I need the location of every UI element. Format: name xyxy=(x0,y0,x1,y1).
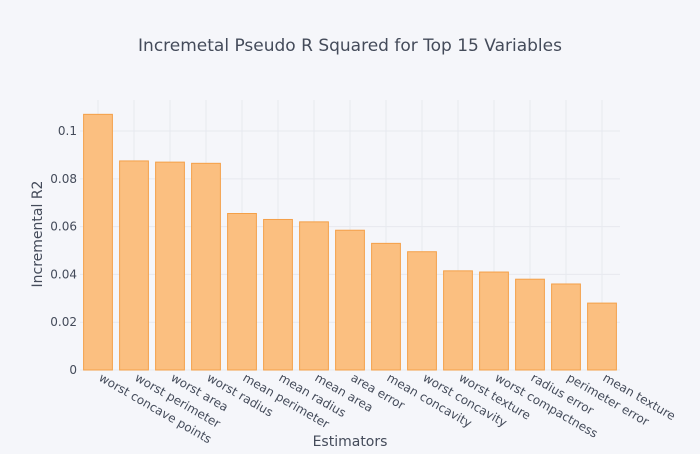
chart-title: Incremetal Pseudo R Squared for Top 15 V… xyxy=(138,36,562,56)
bar-mean-area[interactable] xyxy=(299,221,329,371)
bar-worst-perimeter[interactable] xyxy=(119,160,149,371)
y-tick-label: 0.08 xyxy=(50,172,77,186)
y-axis-ticks: 0 0.02 0.04 0.06 0.08 0.1 xyxy=(50,124,77,377)
bar-worst-concave-points[interactable] xyxy=(83,113,113,371)
bar-mean-radius[interactable] xyxy=(263,218,293,371)
bar-mean-perimeter[interactable] xyxy=(227,212,257,371)
x-axis-title: Estimators xyxy=(313,434,388,450)
bar-worst-area[interactable] xyxy=(155,161,185,371)
bar-worst-texture[interactable] xyxy=(443,270,473,371)
bar-worst-radius[interactable] xyxy=(191,162,221,371)
y-tick-label: 0.02 xyxy=(50,315,77,329)
y-tick-label: 0.06 xyxy=(50,220,77,234)
bar-mean-concavity[interactable] xyxy=(371,242,401,371)
bar-worst-concavity[interactable] xyxy=(407,251,437,371)
bar-mean-texture[interactable] xyxy=(587,302,617,371)
bar-worst-compactness[interactable] xyxy=(479,271,509,371)
bar-area-error[interactable] xyxy=(335,229,365,371)
bars xyxy=(83,113,617,371)
bar-radius-error[interactable] xyxy=(515,278,545,371)
bar-perimeter-error[interactable] xyxy=(551,283,581,371)
y-tick-label: 0.04 xyxy=(50,267,77,281)
y-axis-title: Incremental R2 xyxy=(30,181,46,288)
y-tick-label: 0.1 xyxy=(58,124,77,138)
y-tick-label: 0 xyxy=(69,363,77,377)
